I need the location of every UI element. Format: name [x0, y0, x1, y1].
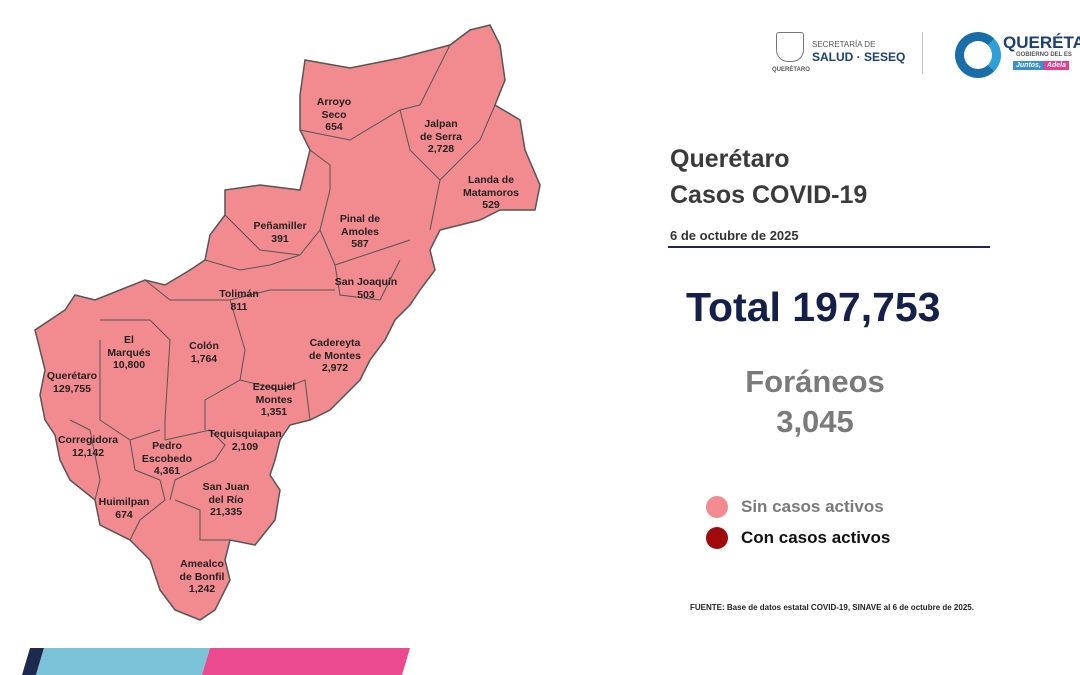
municipality-label: El Marqués 10,800: [107, 334, 150, 372]
municipality-name: Colón: [189, 340, 219, 352]
municipality-label: Tequisquiapan 2,109: [208, 428, 281, 453]
municipality-name: Landa de: [467, 174, 515, 186]
municipality-name: Amoles: [341, 225, 379, 238]
municipality-cases: 2,109: [231, 440, 259, 453]
municipality-label: Corregidora 12,142: [58, 434, 118, 459]
municipality-name: Ezequiel: [252, 381, 296, 393]
municipality-name: Montes: [255, 393, 293, 406]
source-note: FUENTE: Base de datos estatal COVID-19, …: [690, 603, 974, 612]
municipality-cases: 10,800: [112, 359, 146, 371]
municipality-label: Ezequiel Montes 1,351: [253, 381, 296, 419]
coat-of-arms-icon: [776, 32, 804, 62]
decorative-footer-bar: [22, 648, 410, 675]
municipality-name: Marqués: [107, 346, 151, 359]
municipality-name: de Serra: [419, 130, 463, 143]
municipality-name: de Montes: [309, 349, 361, 362]
municipality-label: Amealco de Bonfil 1,242: [180, 558, 225, 596]
municipality-cases: 2,972: [321, 362, 349, 374]
foraneos-label: Foráneos: [745, 364, 885, 399]
logo-sub: QUERÉTARO: [772, 67, 810, 73]
municipality-cases: 1,242: [188, 583, 216, 595]
title-cases: Casos COVID-19: [670, 181, 868, 209]
municipality-name: Amealco: [180, 558, 224, 570]
municipality-cases: 1,351: [260, 406, 288, 418]
legend-item-sin-casos: Sin casos activos: [706, 496, 884, 518]
municipality-name: Corregidora: [57, 434, 119, 446]
municipality-cases: 21,335: [209, 506, 243, 518]
title-divider: [668, 246, 990, 248]
municipality-label: San Juan del Río 21,335: [203, 481, 250, 519]
municipality-cases: 12,142: [71, 446, 105, 459]
municipality-cases: 587: [351, 238, 369, 250]
municipality-name: Tequisquiapan: [208, 428, 282, 440]
municipality-cases: 654: [325, 121, 343, 133]
queretaro-map: [34, 24, 541, 621]
municipality-name: Peñamiller: [253, 220, 307, 232]
municipality-label: Arroyo Seco 654: [317, 96, 351, 134]
municipality-cases: 529: [482, 199, 500, 211]
municipality-name: Seco: [321, 108, 347, 121]
municipality-label: Tolimán 811: [219, 288, 258, 313]
report-date: 6 de octubre de 2025: [670, 228, 799, 243]
municipality-cases: 4,361: [153, 465, 181, 477]
municipality-name: San Joaquín: [334, 276, 398, 288]
municipality-label: Pedro Escobedo 4,361: [142, 440, 192, 478]
municipality-label: Cadereyta de Montes 2,972: [309, 337, 361, 375]
municipality-name: Arroyo: [316, 96, 352, 108]
municipality-name: Pedro: [152, 440, 182, 452]
municipal-borders: [69, 44, 496, 541]
total-cases: Total 197,753: [686, 284, 941, 330]
legend-swatch-icon: [706, 496, 728, 518]
municipality-name: de Bonfil: [179, 570, 225, 583]
municipality-name: San Juan: [202, 481, 250, 493]
municipality-name: Cadereyta: [309, 337, 361, 349]
municipality-cases: 2,728: [427, 143, 455, 155]
municipality-name: del Río: [208, 493, 244, 506]
municipality-name: Pinal de: [339, 213, 381, 225]
municipality-cases: 811: [230, 300, 248, 313]
municipality-cases: 674: [115, 508, 133, 521]
municipality-cases: 1,764: [190, 352, 218, 365]
legend-swatch-icon: [706, 527, 728, 549]
legend-item-con-casos: Con casos activos: [706, 527, 890, 549]
municipality-cases: 129,755: [53, 382, 91, 395]
municipality-name: Tolimán: [219, 288, 259, 300]
title-location: Querétaro: [670, 145, 790, 173]
municipality-name: Jalpan: [424, 118, 458, 130]
municipality-label: Querétaro 129,755: [47, 370, 97, 395]
municipality-label: Peñamiller 391: [253, 220, 306, 245]
logo-divider: [922, 32, 923, 74]
municipality-name: Matamoros: [462, 186, 520, 199]
municipality-label: Colón 1,764: [189, 340, 219, 365]
municipality-label: Landa de Matamoros 529: [463, 174, 519, 212]
municipality-name: Huimilpan: [98, 496, 150, 508]
municipality-name: El: [124, 334, 134, 346]
state-outline: [34, 24, 541, 621]
q-logo-icon: [955, 32, 1001, 78]
municipality-label: Huimilpan 674: [99, 496, 150, 521]
municipality-name: Querétaro: [46, 370, 98, 382]
municipality-label: San Joaquín 503: [335, 276, 397, 301]
municipality-label: Pinal de Amoles 587: [340, 213, 380, 251]
municipality-name: Escobedo: [141, 452, 193, 465]
municipality-cases: 391: [271, 232, 289, 245]
municipality-cases: 503: [357, 288, 375, 301]
foraneos-value: 3,045: [776, 404, 854, 439]
municipality-label: Jalpan de Serra 2,728: [420, 118, 462, 156]
